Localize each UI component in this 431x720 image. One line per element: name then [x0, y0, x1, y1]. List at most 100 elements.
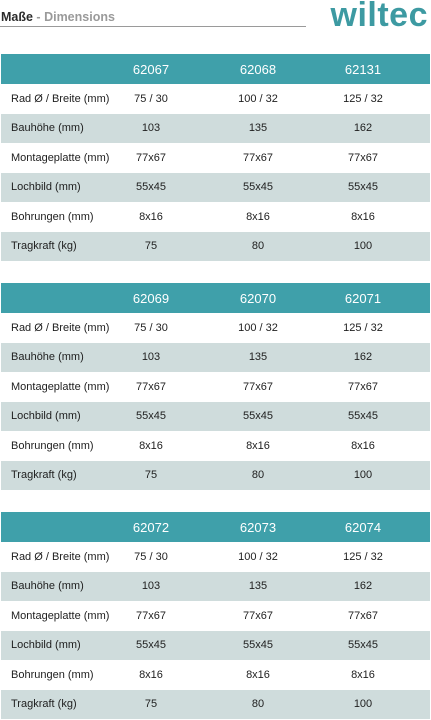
table-row: Bohrungen (mm) 8x16 8x16 8x16 — [1, 660, 430, 690]
model-number: 62068 — [239, 61, 277, 77]
cell-value: 100 — [353, 698, 373, 711]
cell-value: 55x45 — [136, 181, 166, 194]
row-label: Rad Ø / Breite (mm) — [11, 321, 110, 334]
table-row: Bohrungen (mm) 8x16 8x16 8x16 — [1, 202, 430, 232]
cell-value: 135 — [248, 351, 268, 364]
row-label: Rad Ø / Breite (mm) — [11, 92, 110, 105]
cell-value: 77x67 — [243, 609, 273, 622]
cell-value: 77x67 — [136, 151, 166, 164]
row-label: Bauhöhe (mm) — [11, 351, 84, 364]
cell-value: 100 — [353, 240, 373, 253]
cell-value: 80 — [251, 469, 265, 482]
cell-value: 125 / 32 — [343, 550, 383, 563]
table-row: Montageplatte (mm) 77x67 77x67 77x67 — [1, 601, 430, 631]
table-row: Lochbild (mm) 55x45 55x45 55x45 — [1, 630, 430, 660]
row-label: Montageplatte (mm) — [11, 609, 110, 622]
cell-value: 103 — [141, 351, 161, 364]
title-main: Maße — [1, 10, 33, 24]
cell-value: 8x16 — [351, 439, 375, 452]
cell-value: 55x45 — [136, 410, 166, 423]
brand-logo: wiltec — [330, 0, 428, 34]
row-label: Bohrungen (mm) — [11, 668, 94, 681]
table-row: Lochbild (mm) 55x45 55x45 55x45 — [1, 172, 430, 202]
cell-value: 55x45 — [136, 639, 166, 652]
cell-value: 55x45 — [243, 410, 273, 423]
dimensions-table-3: 62072 62073 62074 Rad Ø / Breite (mm) 75… — [1, 512, 430, 719]
table-row: Rad Ø / Breite (mm) 75 / 30 100 / 32 125… — [1, 84, 430, 114]
row-label: Bohrungen (mm) — [11, 439, 94, 452]
cell-value: 135 — [248, 580, 268, 593]
row-label: Bauhöhe (mm) — [11, 122, 84, 135]
cell-value: 103 — [141, 580, 161, 593]
cell-value: 55x45 — [348, 181, 378, 194]
page-title: Maße - Dimensions — [1, 10, 115, 24]
row-label: Lochbild (mm) — [11, 639, 81, 652]
cell-value: 162 — [353, 122, 373, 135]
cell-value: 8x16 — [246, 668, 270, 681]
row-label: Bohrungen (mm) — [11, 210, 94, 223]
cell-value: 75 / 30 — [134, 550, 168, 563]
cell-value: 100 — [353, 469, 373, 482]
table-row: Rad Ø / Breite (mm) 75 / 30 100 / 32 125… — [1, 313, 430, 343]
table-row: Tragkraft (kg) 75 80 100 — [1, 689, 430, 719]
cell-value: 55x45 — [348, 639, 378, 652]
table-row: Bohrungen (mm) 8x16 8x16 8x16 — [1, 431, 430, 461]
title-subtitle: Dimensions — [44, 10, 115, 24]
model-number: 62072 — [132, 519, 170, 535]
table-header-row: 62072 62073 62074 — [1, 512, 430, 542]
table-row: Tragkraft (kg) 75 80 100 — [1, 460, 430, 490]
row-label: Rad Ø / Breite (mm) — [11, 550, 110, 563]
cell-value: 77x67 — [243, 151, 273, 164]
table-row: Rad Ø / Breite (mm) 75 / 30 100 / 32 125… — [1, 542, 430, 572]
table-row: Bauhöhe (mm) 103 135 162 — [1, 342, 430, 372]
model-number: 62069 — [132, 290, 170, 306]
row-label: Bauhöhe (mm) — [11, 580, 84, 593]
row-label: Tragkraft (kg) — [11, 240, 77, 253]
table-row: Lochbild (mm) 55x45 55x45 55x45 — [1, 401, 430, 431]
cell-value: 55x45 — [243, 639, 273, 652]
row-label: Lochbild (mm) — [11, 181, 81, 194]
cell-value: 135 — [248, 122, 268, 135]
cell-value: 75 — [144, 698, 158, 711]
cell-value: 125 / 32 — [343, 321, 383, 334]
cell-value: 75 — [144, 469, 158, 482]
cell-value: 8x16 — [139, 210, 163, 223]
cell-value: 77x67 — [348, 380, 378, 393]
cell-value: 77x67 — [136, 609, 166, 622]
cell-value: 8x16 — [246, 210, 270, 223]
model-number: 62070 — [239, 290, 277, 306]
cell-value: 162 — [353, 580, 373, 593]
cell-value: 100 / 32 — [238, 550, 278, 563]
cell-value: 75 / 30 — [134, 321, 168, 334]
cell-value: 8x16 — [351, 210, 375, 223]
table-row: Bauhöhe (mm) 103 135 162 — [1, 113, 430, 143]
cell-value: 80 — [251, 240, 265, 253]
dimensions-table-1: 62067 62068 62131 Rad Ø / Breite (mm) 75… — [1, 54, 430, 261]
cell-value: 77x67 — [348, 609, 378, 622]
row-label: Tragkraft (kg) — [11, 698, 77, 711]
cell-value: 100 / 32 — [238, 321, 278, 334]
table-header-row: 62069 62070 62071 — [1, 283, 430, 313]
table-row: Montageplatte (mm) 77x67 77x67 77x67 — [1, 372, 430, 402]
table-header-row: 62067 62068 62131 — [1, 54, 430, 84]
cell-value: 8x16 — [246, 439, 270, 452]
cell-value: 77x67 — [348, 151, 378, 164]
cell-value: 8x16 — [139, 668, 163, 681]
row-label: Tragkraft (kg) — [11, 469, 77, 482]
model-number: 62074 — [344, 519, 382, 535]
title-separator: - — [32, 10, 45, 24]
model-number: 62067 — [132, 61, 170, 77]
row-label: Lochbild (mm) — [11, 410, 81, 423]
dimensions-table-2: 62069 62070 62071 Rad Ø / Breite (mm) 75… — [1, 283, 430, 490]
row-label: Montageplatte (mm) — [11, 151, 110, 164]
cell-value: 8x16 — [139, 439, 163, 452]
cell-value: 100 / 32 — [238, 92, 278, 105]
cell-value: 55x45 — [348, 410, 378, 423]
model-number: 62071 — [344, 290, 382, 306]
table-row: Montageplatte (mm) 77x67 77x67 77x67 — [1, 143, 430, 173]
cell-value: 77x67 — [136, 380, 166, 393]
model-number: 62131 — [344, 61, 382, 77]
cell-value: 80 — [251, 698, 265, 711]
cell-value: 55x45 — [243, 181, 273, 194]
cell-value: 75 / 30 — [134, 92, 168, 105]
